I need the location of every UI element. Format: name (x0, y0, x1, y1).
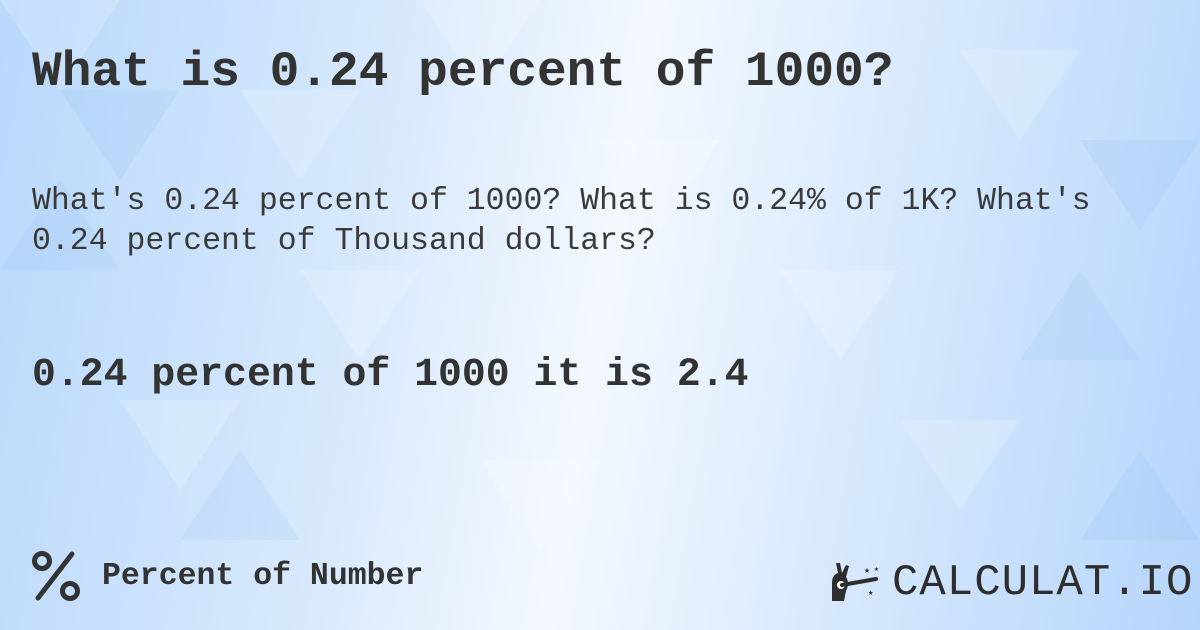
svg-text:★: ★ (874, 565, 879, 574)
category: Percent of Number (30, 550, 423, 602)
category-label: Percent of Number (102, 558, 424, 594)
question-description: What's 0.24 percent of 1000? What is 0.2… (32, 184, 1091, 259)
svg-text:★: ★ (864, 566, 870, 577)
logo-text: CALCULAT.IO (892, 558, 1194, 608)
percent-icon (32, 551, 80, 601)
magic-wand-hand-icon: ★ ★ ★ (832, 563, 879, 601)
page-title: What is 0.24 percent of 1000? (32, 44, 894, 100)
calculat-io-logo: ★ ★ ★ CALCULAT.IO (828, 558, 1193, 608)
svg-text:★: ★ (868, 588, 874, 598)
result-text: 0.24 percent of 1000 it is 2.4 (32, 352, 749, 397)
